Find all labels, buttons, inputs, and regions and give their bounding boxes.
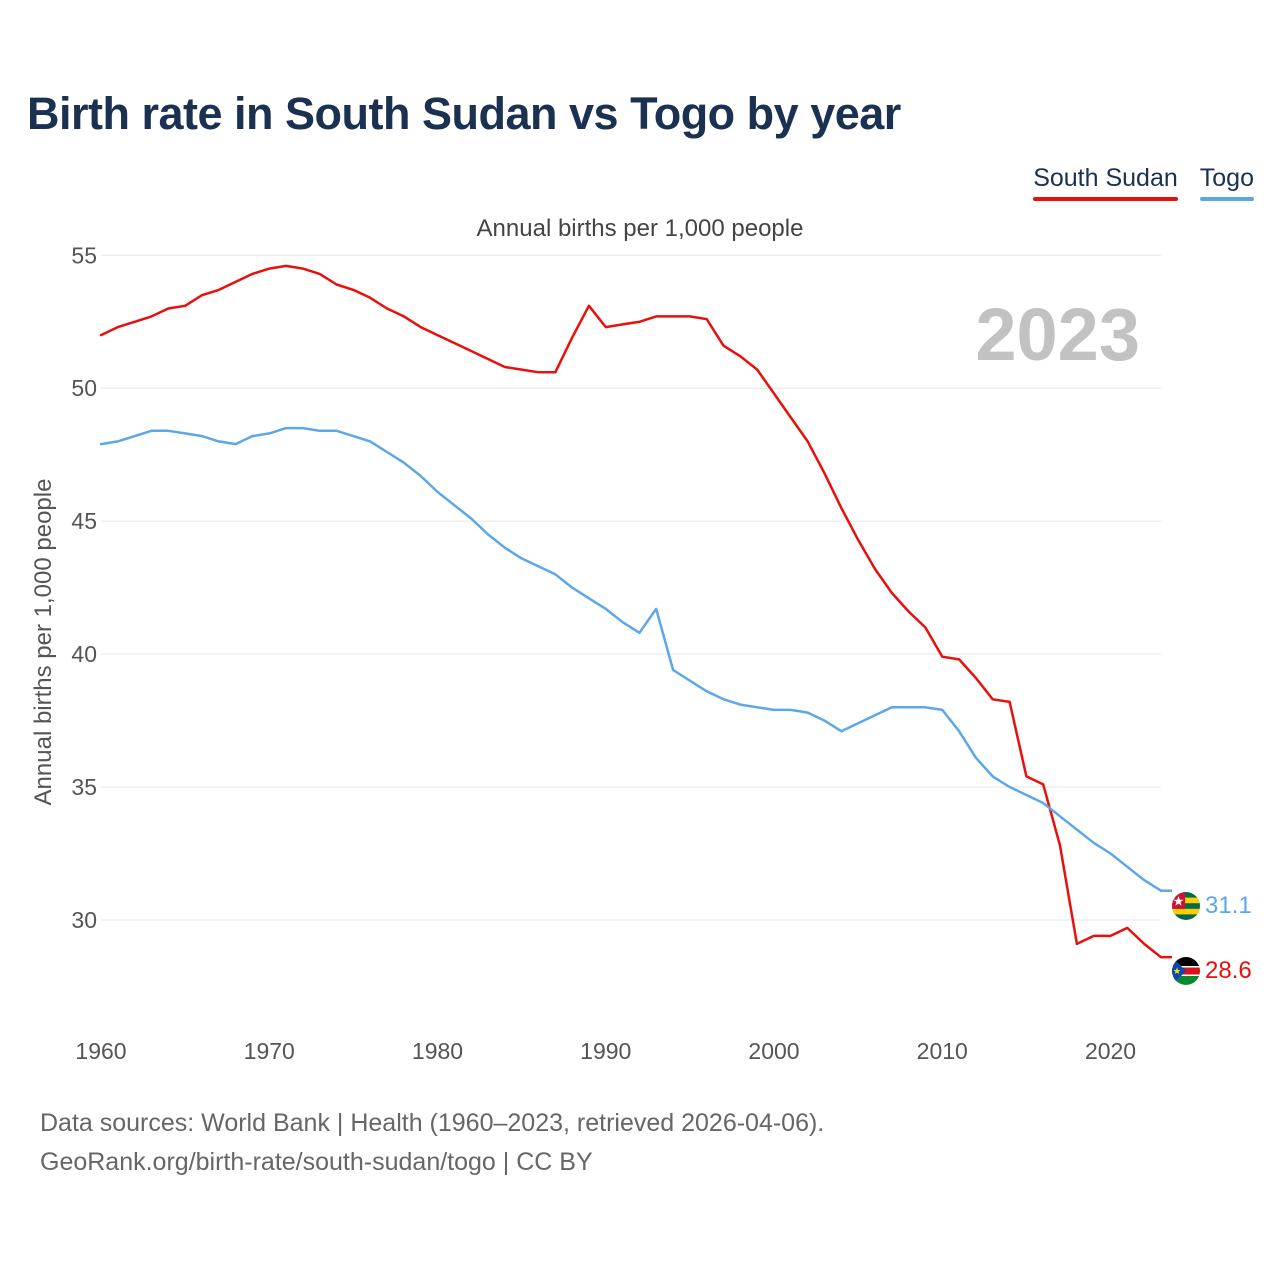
x-tick-label: 1970: [244, 1038, 295, 1064]
x-tick-label: 1980: [412, 1038, 463, 1064]
y-tick-label: 45: [71, 508, 97, 534]
series-line-south-sudan[interactable]: [99, 264, 1163, 959]
x-tick-label: 2000: [748, 1038, 799, 1064]
year-watermark: 2023: [975, 293, 1140, 376]
y-tick-label: 30: [71, 907, 97, 933]
x-tick-label: 2020: [1085, 1038, 1136, 1064]
y-tick-label: 55: [71, 242, 97, 268]
legend-swatch-south-sudan: [1033, 197, 1178, 201]
data-sources-text: Data sources: World Bank | Health (1960–…: [40, 1109, 825, 1137]
legend: South Sudan Togo: [1033, 164, 1254, 201]
y-tick-label: 35: [71, 774, 97, 800]
footer: Data sources: World Bank | Health (1960–…: [40, 1104, 824, 1182]
y-tick-label: 50: [71, 375, 97, 401]
legend-label-togo: Togo: [1199, 164, 1254, 192]
series: 28.6 31.1: [99, 264, 1252, 984]
y-axis-label: Annual births per 1,000 people: [30, 479, 57, 806]
series-line-togo[interactable]: [99, 426, 1163, 892]
legend-swatch-togo: [1199, 197, 1254, 201]
chart-title: Birth rate in South Sudan vs Togo by yea…: [27, 88, 901, 139]
south-sudan-flag-icon: [1172, 957, 1200, 985]
x-tick-label: 2010: [917, 1038, 968, 1064]
togo-flag-icon: [1172, 892, 1200, 920]
axes: 30 35 40 45 50 55 1960 1970 1980 1990 2000 2010 2020: [71, 242, 1136, 1064]
legend-item-south-sudan[interactable]: South Sudan: [1033, 164, 1178, 201]
gridlines: [101, 254, 1161, 921]
x-tick-label: 1990: [580, 1038, 631, 1064]
end-value-label-south-sudan: 28.6: [1205, 957, 1252, 984]
y-tick-label: 40: [71, 641, 97, 667]
x-tick-label: 1960: [75, 1038, 126, 1064]
source-link[interactable]: GeoRank.org/birth-rate/south-sudan/togo …: [40, 1148, 593, 1176]
chart-subtitle: Annual births per 1,000 people: [476, 215, 804, 242]
legend-item-togo[interactable]: Togo: [1199, 164, 1254, 201]
legend-label-south-sudan: South Sudan: [1033, 164, 1178, 192]
end-value-label-togo: 31.1: [1205, 892, 1252, 919]
